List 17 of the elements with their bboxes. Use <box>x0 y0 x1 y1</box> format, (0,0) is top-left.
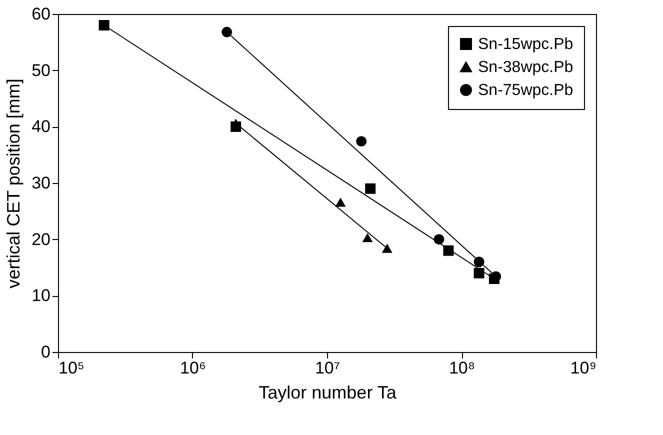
legend-label: Sn-75wpc.Pb <box>478 82 574 99</box>
y-tick-label: 30 <box>32 174 50 192</box>
x-tick-label: 10⁹ <box>570 358 596 378</box>
x-tick-label: 10⁸ <box>448 358 476 378</box>
legend-label: Sn-38wpc.Pb <box>478 59 574 76</box>
y-axis-title: vertical CET position [mm] <box>4 78 24 288</box>
legend-label: Sn-15wpc.Pb <box>478 36 574 53</box>
y-tick-label: 60 <box>32 4 50 24</box>
x-tick-label: 10⁷ <box>314 358 340 378</box>
y-tick-label: 10 <box>32 286 50 306</box>
x-axis-title: Taylor number Ta <box>258 382 398 402</box>
y-tick-label: 50 <box>32 60 50 80</box>
y-tick-label: 40 <box>32 117 50 136</box>
x-tick-label: 10⁵ <box>58 358 84 378</box>
y-tick-label: 20 <box>32 230 50 249</box>
y-tick-label: 0 <box>41 342 50 362</box>
x-tick-label: 10⁶ <box>180 358 206 378</box>
